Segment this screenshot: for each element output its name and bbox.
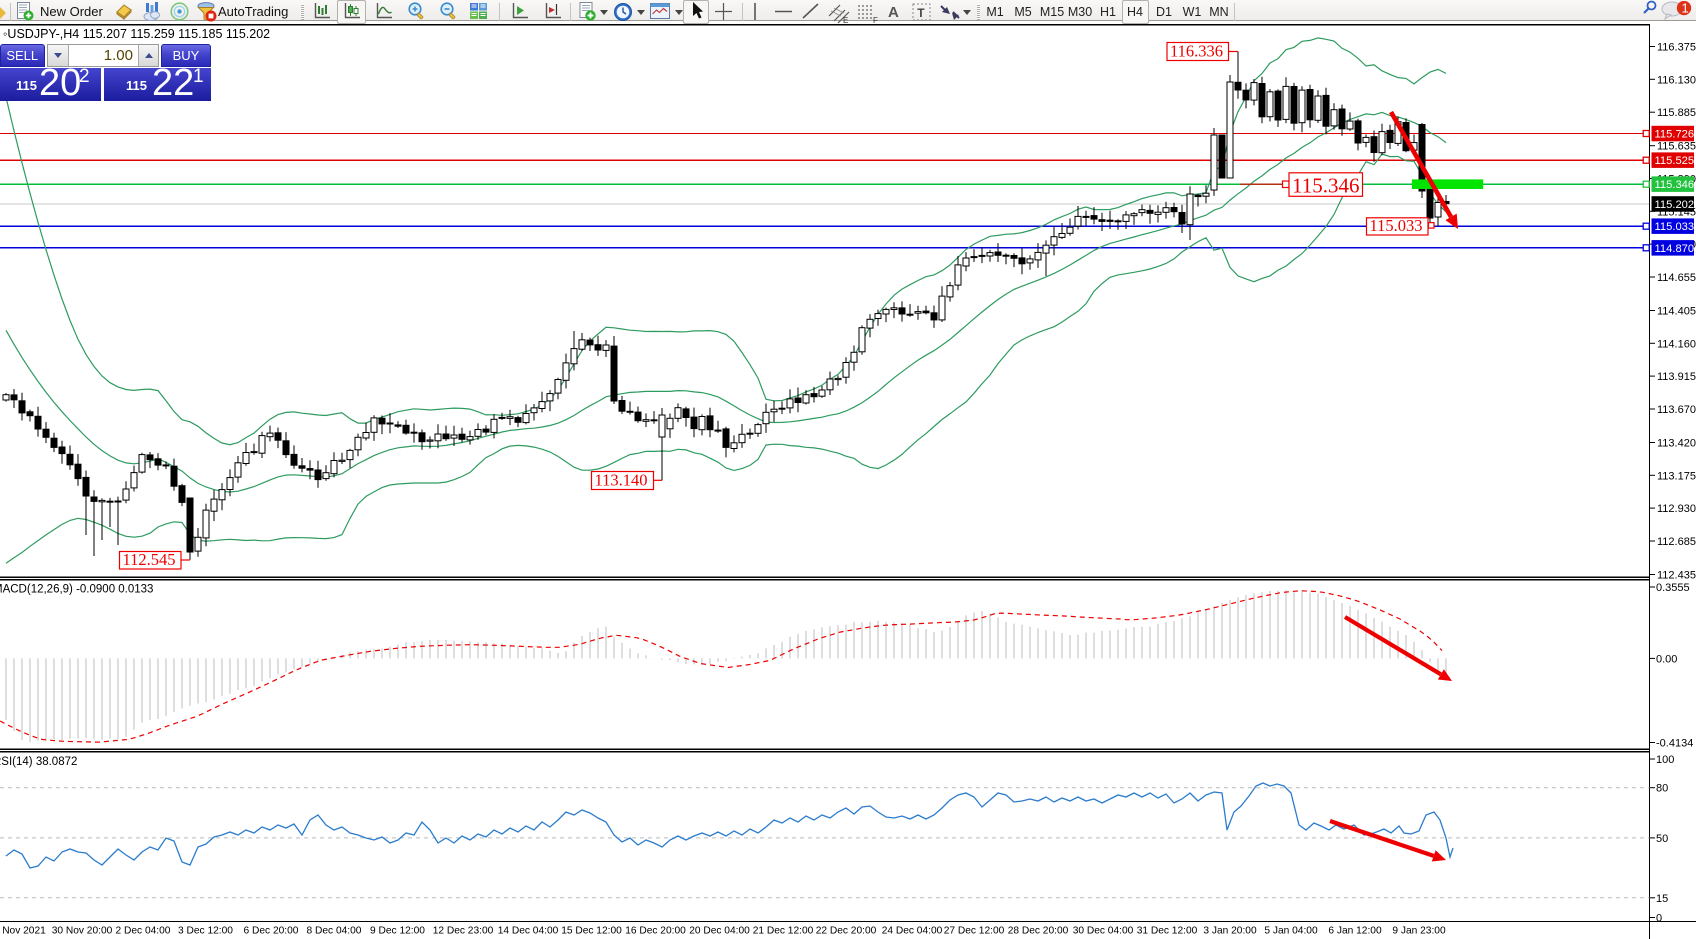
svg-text:2 Dec 04:00: 2 Dec 04:00 xyxy=(116,926,171,937)
svg-text:21 Dec 12:00: 21 Dec 12:00 xyxy=(753,926,814,937)
svg-text:6 Jan 12:00: 6 Jan 12:00 xyxy=(1328,926,1382,937)
svg-text:12 Dec 23:00: 12 Dec 23:00 xyxy=(433,926,494,937)
svg-text:0: 0 xyxy=(1656,913,1662,925)
svg-text:28 Dec 20:00: 28 Dec 20:00 xyxy=(1008,926,1069,937)
svg-text:-0.4134: -0.4134 xyxy=(1656,738,1693,750)
svg-text:112.435: 112.435 xyxy=(1657,570,1696,582)
svg-text:14 Dec 04:00: 14 Dec 04:00 xyxy=(498,926,559,937)
svg-text:112.545: 112.545 xyxy=(123,550,176,569)
svg-text:115.202: 115.202 xyxy=(1655,199,1695,211)
svg-text:115.525: 115.525 xyxy=(1655,155,1695,167)
svg-text:116.336: 116.336 xyxy=(1170,42,1223,61)
svg-text:116.130: 116.130 xyxy=(1657,74,1696,86)
svg-text:115.033: 115.033 xyxy=(1370,216,1423,235)
svg-text:8 Dec 04:00: 8 Dec 04:00 xyxy=(307,926,362,937)
svg-text:27 Dec 12:00: 27 Dec 12:00 xyxy=(944,926,1005,937)
svg-text:T: T xyxy=(917,6,925,20)
svg-text:3 Dec 12:00: 3 Dec 12:00 xyxy=(178,926,233,937)
svg-text:◦USDJPY-,H4 115.207 115.259 1: ◦USDJPY-,H4 115.207 115.259 115.185 115.… xyxy=(3,27,270,41)
svg-text:100: 100 xyxy=(1656,754,1674,766)
svg-text:15 Dec 12:00: 15 Dec 12:00 xyxy=(561,926,622,937)
svg-text:115.346: 115.346 xyxy=(1292,173,1359,197)
svg-text:RSI(14) 38.0872: RSI(14) 38.0872 xyxy=(0,756,77,768)
svg-text:112.930: 112.930 xyxy=(1657,503,1696,515)
svg-text:3 Jan 20:00: 3 Jan 20:00 xyxy=(1203,926,1257,937)
svg-text:114.655: 114.655 xyxy=(1657,272,1696,284)
svg-text:30 Nov 20:00: 30 Nov 20:00 xyxy=(52,926,113,937)
svg-text:0.00: 0.00 xyxy=(1656,653,1677,665)
svg-text:113.915: 113.915 xyxy=(1657,371,1696,383)
svg-text:F: F xyxy=(873,16,878,24)
svg-text:112.685: 112.685 xyxy=(1657,536,1696,548)
svg-text:5 Jan 04:00: 5 Jan 04:00 xyxy=(1264,926,1318,937)
svg-text:MACD(12,26,9) -0.0900 0.0133: MACD(12,26,9) -0.0900 0.0133 xyxy=(0,584,153,596)
svg-text:80: 80 xyxy=(1656,783,1668,795)
svg-text:114.160: 114.160 xyxy=(1657,338,1696,350)
svg-text:E: E xyxy=(843,16,848,24)
svg-text:115.885: 115.885 xyxy=(1657,107,1696,119)
svg-text:22 Dec 20:00: 22 Dec 20:00 xyxy=(816,926,877,937)
svg-text:115.346: 115.346 xyxy=(1655,179,1695,191)
svg-text:0.3555: 0.3555 xyxy=(1656,582,1690,594)
svg-text:116.375: 116.375 xyxy=(1657,42,1696,54)
svg-text:16 Dec 20:00: 16 Dec 20:00 xyxy=(625,926,686,937)
svg-text:50: 50 xyxy=(1656,833,1668,845)
svg-text:30 Dec 04:00: 30 Dec 04:00 xyxy=(1073,926,1134,937)
svg-text:9 Jan 23:00: 9 Jan 23:00 xyxy=(1392,926,1446,937)
svg-text:1: 1 xyxy=(1682,1,1689,16)
svg-text:9 Dec 12:00: 9 Dec 12:00 xyxy=(370,926,425,937)
svg-text:Nov 2021: Nov 2021 xyxy=(2,926,46,937)
svg-text:114.870: 114.870 xyxy=(1655,243,1695,255)
svg-text:113.175: 113.175 xyxy=(1657,470,1696,482)
svg-text:115.635: 115.635 xyxy=(1657,141,1696,153)
svg-text:113.140: 113.140 xyxy=(595,471,648,490)
svg-text:115.726: 115.726 xyxy=(1655,129,1695,141)
svg-text:113.670: 113.670 xyxy=(1657,404,1696,416)
svg-text:6 Dec 20:00: 6 Dec 20:00 xyxy=(244,926,299,937)
svg-text:20 Dec 04:00: 20 Dec 04:00 xyxy=(689,926,750,937)
svg-text:31 Dec 12:00: 31 Dec 12:00 xyxy=(1137,926,1198,937)
svg-text:115.033: 115.033 xyxy=(1655,221,1695,233)
svg-text:113.420: 113.420 xyxy=(1657,438,1696,450)
svg-text:24 Dec 04:00: 24 Dec 04:00 xyxy=(882,926,943,937)
svg-text:114.405: 114.405 xyxy=(1657,306,1696,318)
svg-text:15: 15 xyxy=(1656,893,1668,905)
